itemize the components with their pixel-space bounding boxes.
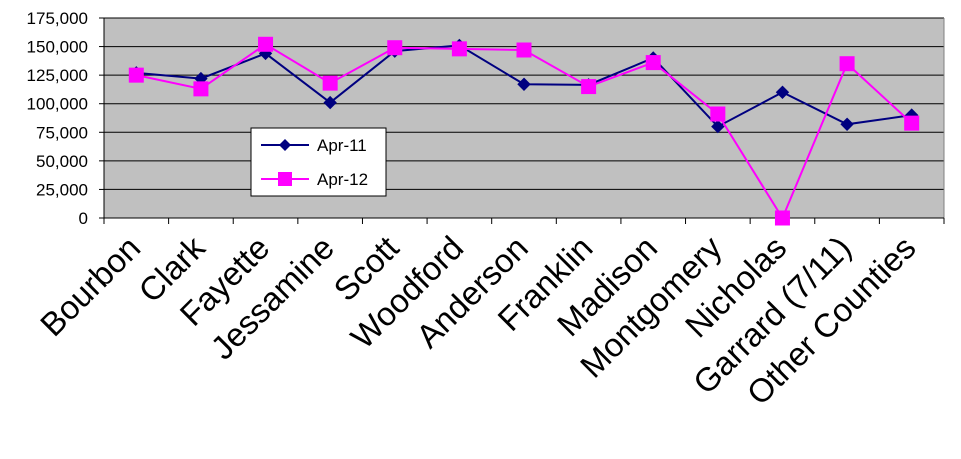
- y-tick-label: 100,000: [27, 95, 88, 114]
- y-tick-label: 125,000: [27, 66, 88, 85]
- legend-item-0: Apr-11: [261, 136, 367, 155]
- data-point: [774, 210, 790, 226]
- y-tick-label: 25,000: [36, 180, 88, 199]
- data-point: [840, 117, 854, 131]
- data-point: [645, 55, 661, 71]
- legend-box: [250, 127, 387, 197]
- data-point: [451, 41, 467, 57]
- y-tick-label: 50,000: [36, 152, 88, 171]
- data-point: [839, 56, 855, 72]
- x-axis-ticks: BourbonClarkFayetteJessamineScottWoodfor…: [33, 218, 945, 412]
- data-point: [904, 115, 920, 131]
- data-point: [516, 42, 532, 58]
- series-group: [128, 36, 920, 226]
- axes: [103, 18, 945, 219]
- y-tick-label: 0: [79, 209, 88, 228]
- legend-label: Apr-12: [317, 170, 368, 189]
- y-tick-label: 75,000: [36, 123, 88, 142]
- data-point: [710, 106, 726, 122]
- series-1: [128, 36, 920, 226]
- legend-marker: [278, 172, 292, 186]
- data-point: [128, 67, 144, 83]
- data-point: [775, 85, 790, 99]
- data-point: [258, 36, 274, 52]
- legend: Apr-11 Apr-12: [250, 127, 387, 197]
- data-point: [323, 95, 337, 110]
- data-point: [387, 40, 403, 56]
- y-tick-label: 175,000: [27, 9, 88, 28]
- y-tick-label: 150,000: [27, 38, 88, 57]
- data-point: [711, 119, 725, 134]
- y-axis-ticks: 0 25,000 50,000 75,000 100,000 125,000 150,000…: [27, 9, 104, 228]
- data-point: [581, 79, 597, 95]
- data-point: [193, 81, 209, 97]
- x-tick-label: Bourbon: [33, 229, 147, 343]
- legend-label: Apr-11: [317, 136, 367, 155]
- legend-item-1: Apr-12: [261, 170, 368, 189]
- data-point: [517, 77, 531, 91]
- data-point: [322, 75, 338, 91]
- legend-marker: [279, 139, 291, 151]
